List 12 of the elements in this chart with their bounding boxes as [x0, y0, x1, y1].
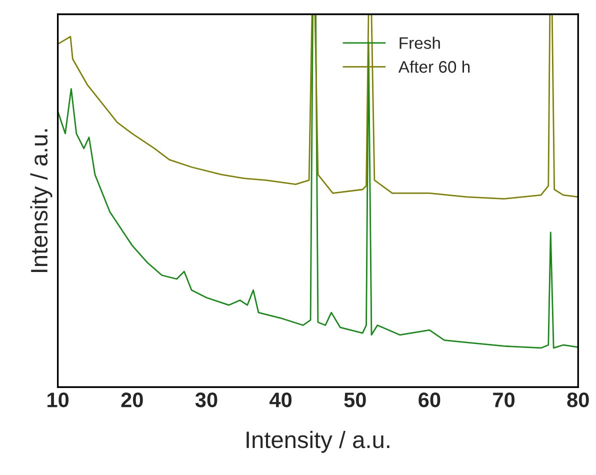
- x-axis-title: Intensity / a.u.: [246, 430, 390, 453]
- x-tick-label: 20: [121, 392, 143, 408]
- x-tick-label: 50: [344, 392, 366, 408]
- x-tick-label: 10: [48, 392, 69, 408]
- legend-label: After 60 h: [398, 60, 470, 73]
- x-tick-label: 40: [270, 392, 292, 408]
- legend-label: Fresh: [400, 36, 440, 49]
- x-tick-label: 70: [493, 392, 515, 408]
- x-tick-label: 80: [567, 392, 589, 408]
- x-tick-label: 30: [195, 392, 218, 408]
- x-tick-label: 60: [418, 392, 440, 408]
- y-axis-title: Intensity / a.u.: [30, 129, 52, 272]
